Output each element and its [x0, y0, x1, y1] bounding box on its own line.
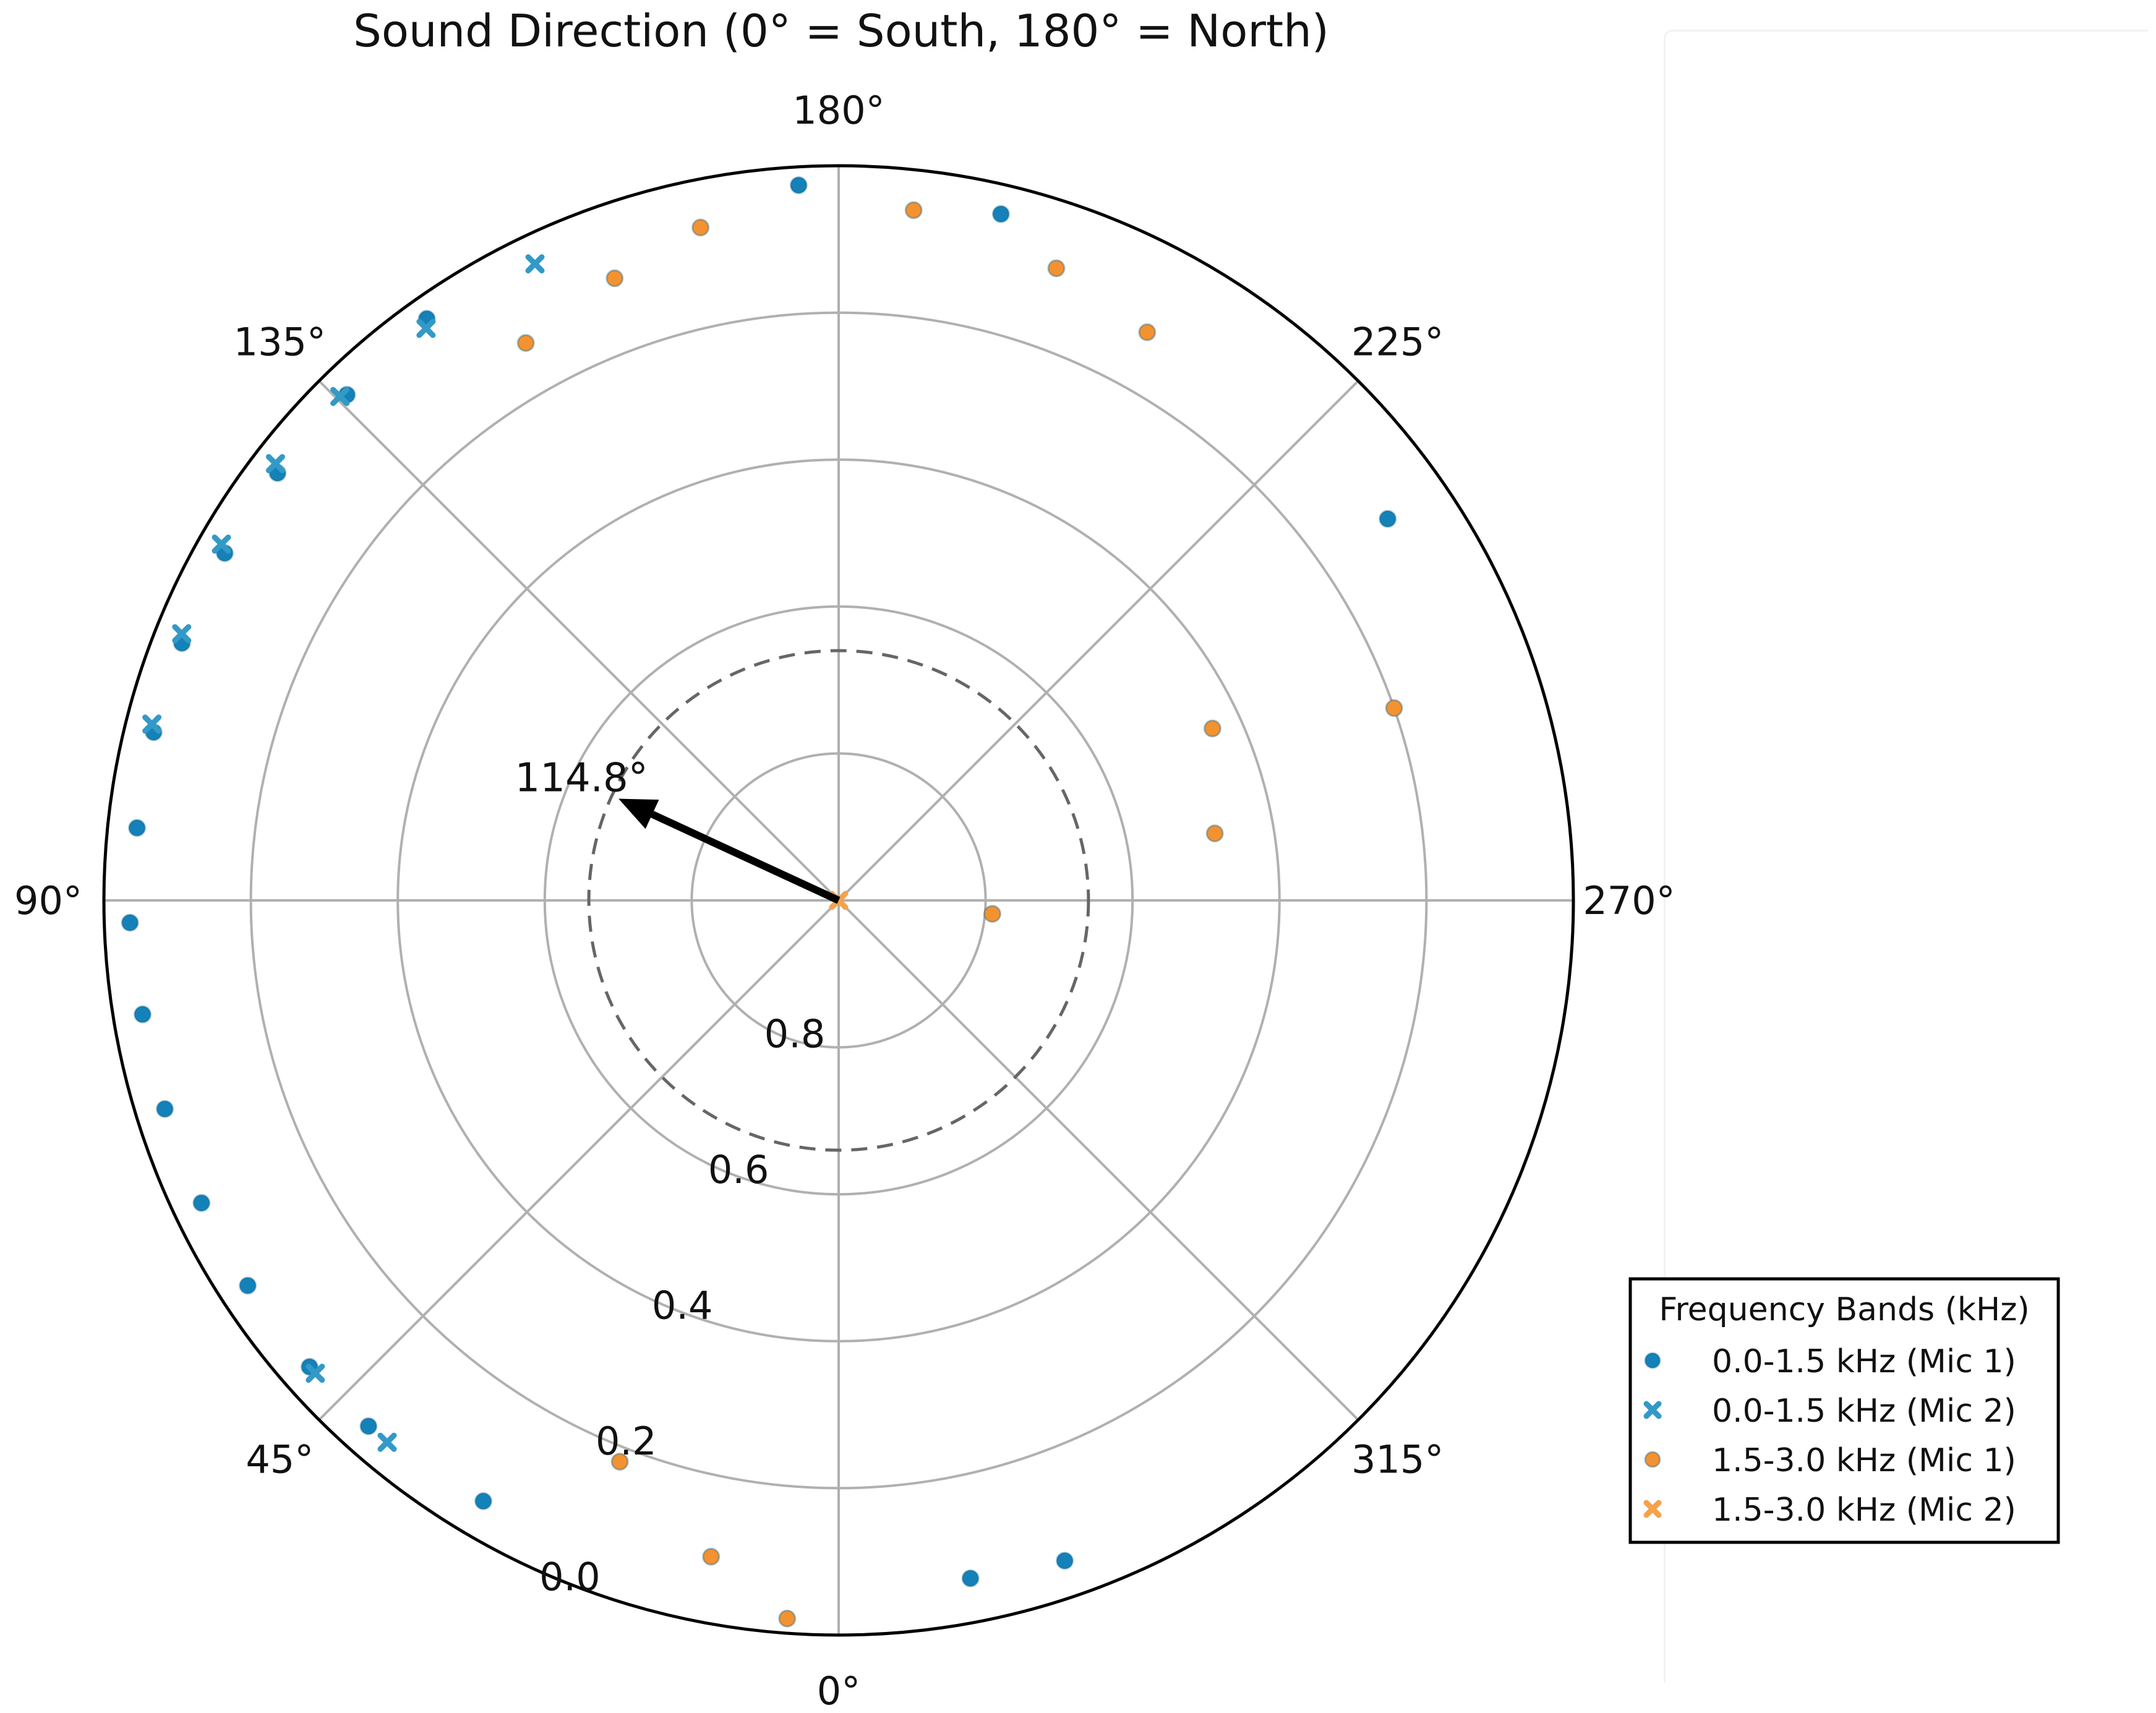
theta-tick-label: 180°: [792, 88, 884, 133]
data-point: [239, 1276, 257, 1295]
radial-tick-labels: 0.0 0.2 0.4 0.6 0.8: [539, 1012, 825, 1600]
r-tick-label: 0.0: [539, 1555, 601, 1600]
theta-tick-label: 0°: [817, 1668, 860, 1713]
r-tick-label: 0.4: [652, 1283, 713, 1328]
data-point: [904, 201, 923, 220]
grid-spoke: [318, 899, 840, 1421]
data-point: [134, 1005, 152, 1023]
data-point: [702, 1547, 721, 1566]
data-point: [1379, 510, 1397, 528]
r-tick-label: 0.2: [596, 1419, 657, 1464]
theta-tick-label: 45°: [246, 1437, 314, 1482]
polar-frame: [102, 164, 1575, 1637]
data-point: [1047, 259, 1066, 278]
data-point: [192, 1194, 211, 1212]
reference-circle: [587, 649, 1090, 1152]
direction-arrow: 114.8°: [515, 756, 841, 904]
data-point: [377, 1432, 397, 1452]
legend-marker: [1644, 1451, 1661, 1468]
data-point: [1138, 323, 1157, 341]
legend-marker: [1643, 1401, 1662, 1419]
data-point: [991, 205, 1010, 223]
legend-marker: [1644, 1352, 1661, 1369]
marker-stroke: [172, 624, 192, 644]
data-point: [1203, 719, 1221, 738]
data-point: [474, 1492, 492, 1510]
data-point: [121, 913, 139, 932]
data-point: [516, 334, 535, 352]
data-point: [156, 1100, 174, 1118]
r-tick-label: 0.8: [764, 1012, 826, 1057]
legend-marker: [1643, 1500, 1662, 1518]
data-point: [961, 1569, 980, 1587]
marker-stroke: [416, 318, 436, 338]
data-points: [121, 176, 1403, 1628]
grid-spoke: [318, 380, 840, 902]
polar-grid: [102, 164, 1575, 1637]
grid-spoke: [837, 899, 1359, 1421]
theta-tick-label: 225°: [1351, 319, 1444, 364]
side-panel-frame: [1664, 30, 2148, 1683]
arrow-shaft: [651, 811, 841, 904]
data-point: [416, 318, 436, 338]
data-point: [525, 254, 545, 274]
marker-stroke: [1643, 1401, 1662, 1419]
marker-stroke: [377, 1432, 397, 1452]
grid-circle: [543, 605, 1134, 1196]
marker-stroke: [306, 1364, 325, 1383]
data-point: [789, 176, 808, 195]
angle-tick-labels: 0° 45° 90° 135° 180° 225° 270° 315°: [14, 88, 1675, 1713]
data-point: [306, 1364, 325, 1383]
data-point: [330, 387, 350, 406]
data-point: [1205, 824, 1224, 843]
legend-label: 0.0-1.5 kHz (Mic 1): [1712, 1343, 2016, 1380]
arrow-label: 114.8°: [515, 756, 648, 801]
data-point: [128, 819, 147, 837]
data-point: [172, 624, 192, 644]
data-point: [265, 454, 285, 474]
marker-stroke: [142, 714, 162, 734]
grid-spoke: [837, 380, 1359, 902]
theta-tick-label: 90°: [14, 878, 82, 923]
theta-tick-label: 315°: [1351, 1437, 1444, 1482]
legend-box: [1628, 1277, 2060, 1544]
legend-label: 0.0-1.5 kHz (Mic 2): [1712, 1393, 2016, 1430]
data-point: [691, 218, 710, 237]
grid-circle: [249, 311, 1428, 1490]
marker-stroke: [525, 254, 545, 274]
legend-label: 1.5-3.0 kHz (Mic 2): [1712, 1492, 2016, 1529]
marker-stroke: [265, 454, 285, 474]
legend: Frequency Bands (kHz) 0.0-1.5 kHz (Mic 1…: [1628, 1277, 2060, 1544]
grid-circle: [690, 752, 987, 1049]
legend-label: 1.5-3.0 kHz (Mic 1): [1712, 1442, 2016, 1479]
theta-tick-label: 135°: [234, 319, 326, 364]
marker-stroke: [1643, 1500, 1662, 1518]
chart-title: Sound Direction (0° = South, 180° = Nort…: [353, 5, 1329, 57]
marker-stroke: [212, 534, 231, 554]
data-point: [212, 534, 231, 554]
theta-tick-label: 270°: [1583, 878, 1675, 923]
grid-circle: [396, 458, 1281, 1343]
arrow-head: [618, 798, 659, 829]
r-tick-label: 0.6: [708, 1147, 769, 1192]
legend-title: Frequency Bands (kHz): [1659, 1291, 2029, 1328]
data-point: [610, 1453, 629, 1471]
data-point: [1385, 699, 1403, 717]
data-point: [983, 905, 1002, 923]
data-point: [605, 269, 624, 288]
data-point: [778, 1609, 797, 1628]
marker-stroke: [330, 387, 350, 406]
data-point: [142, 714, 162, 734]
data-point: [359, 1417, 378, 1435]
data-point: [1056, 1552, 1074, 1570]
